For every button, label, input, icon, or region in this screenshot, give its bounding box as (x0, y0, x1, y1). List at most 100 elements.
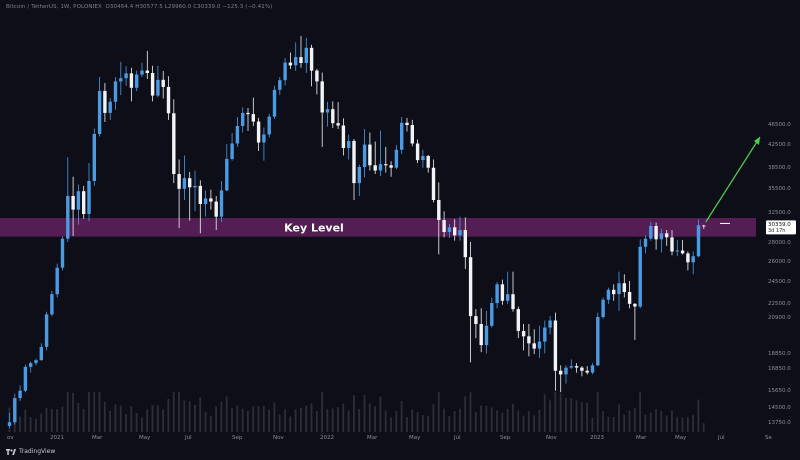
volume-bar (109, 410, 111, 432)
time-tick-label: May (409, 435, 421, 441)
volume-bar (374, 406, 376, 432)
candle-body (601, 299, 605, 317)
candle (511, 271, 515, 312)
candle (479, 308, 483, 353)
candles (7, 35, 706, 428)
volume-bar (305, 405, 308, 432)
candle (649, 222, 653, 241)
volume-bar (209, 415, 212, 432)
candle-body (415, 143, 420, 161)
current-price-badge (766, 220, 796, 235)
price-tick-label: 46500.0 (768, 122, 791, 128)
candle (421, 149, 425, 168)
candle-body (66, 196, 70, 239)
volume-bar (559, 393, 562, 432)
candle-body (569, 366, 573, 368)
candle-body (235, 126, 240, 144)
volume-bar (591, 417, 594, 432)
candle-body (479, 324, 483, 346)
candle (537, 325, 542, 358)
candle-body (426, 156, 430, 168)
candle (182, 155, 187, 200)
volume-bar (167, 399, 170, 432)
candle-body (161, 79, 165, 87)
volume-bar (411, 409, 414, 432)
candle-body (585, 370, 589, 373)
candle (659, 228, 664, 253)
volume-bar (342, 403, 345, 432)
volume-bar (421, 415, 424, 432)
candle (166, 76, 171, 120)
time-tick-label: Mar (92, 435, 103, 441)
candle (373, 141, 377, 174)
candle-body (410, 125, 414, 144)
volume-bar (533, 415, 535, 432)
candle (246, 107, 250, 131)
candle (304, 37, 308, 73)
candle (309, 44, 314, 87)
price-tick-label: 42500.0 (768, 142, 791, 148)
volume-bar (199, 397, 202, 432)
candle-body (702, 225, 706, 227)
candle-body (177, 174, 181, 189)
candle (272, 85, 277, 120)
volume-bar (278, 414, 281, 432)
tradingview-logo-icon (6, 448, 16, 455)
candle (585, 366, 589, 375)
candle (495, 282, 499, 309)
candle-body (357, 167, 361, 184)
candle-body (442, 220, 446, 232)
volume-bar (697, 399, 700, 432)
volume-bar (506, 408, 509, 432)
volume-bar (671, 410, 673, 432)
candle-body (39, 346, 43, 361)
volume-bar (19, 416, 21, 432)
candle-body (150, 73, 155, 96)
candle-body (537, 341, 542, 349)
ohlc-text: O30464.4 H30577.5 L29960.0 C30339.0 −125… (105, 4, 273, 10)
candle (543, 320, 547, 354)
time-tick-label: Jul (184, 435, 192, 441)
candle (103, 83, 107, 122)
candle (612, 284, 616, 301)
candle (596, 312, 600, 367)
candle-body (527, 336, 531, 344)
volume-bar (310, 403, 313, 432)
candle (92, 128, 96, 186)
price-tick-label: 35500.0 (768, 186, 791, 192)
candle (426, 154, 430, 173)
volume-bar (326, 409, 329, 432)
candle-body (511, 294, 515, 310)
price-tick-label: 15650.0 (768, 388, 791, 394)
volume-bar (215, 406, 217, 432)
time-tick-label: Nov (546, 435, 557, 441)
volume-bar (469, 392, 472, 432)
candle (60, 236, 65, 271)
candle (627, 281, 632, 309)
candle (23, 364, 28, 393)
volume-bar (485, 405, 488, 432)
candle-body (60, 238, 65, 268)
candle (606, 287, 611, 304)
volume-bar (633, 407, 636, 432)
candle-body (108, 101, 112, 113)
time-tick-label: ov (7, 435, 14, 441)
candle-body (325, 109, 330, 113)
candle-body (521, 331, 526, 337)
candle (230, 133, 234, 161)
candle-body (437, 200, 441, 220)
volume-bar (29, 416, 32, 432)
candle (500, 279, 505, 305)
candle (262, 127, 266, 161)
candle-body (553, 320, 558, 371)
candle (548, 316, 552, 335)
candle (97, 77, 102, 137)
time-tick-label: Mar (636, 435, 647, 441)
candle-body (638, 246, 642, 307)
time-tick-label: Sep (232, 435, 243, 441)
candle (325, 101, 330, 127)
candle (680, 240, 685, 255)
candle-body (458, 230, 462, 236)
candle (532, 329, 536, 355)
